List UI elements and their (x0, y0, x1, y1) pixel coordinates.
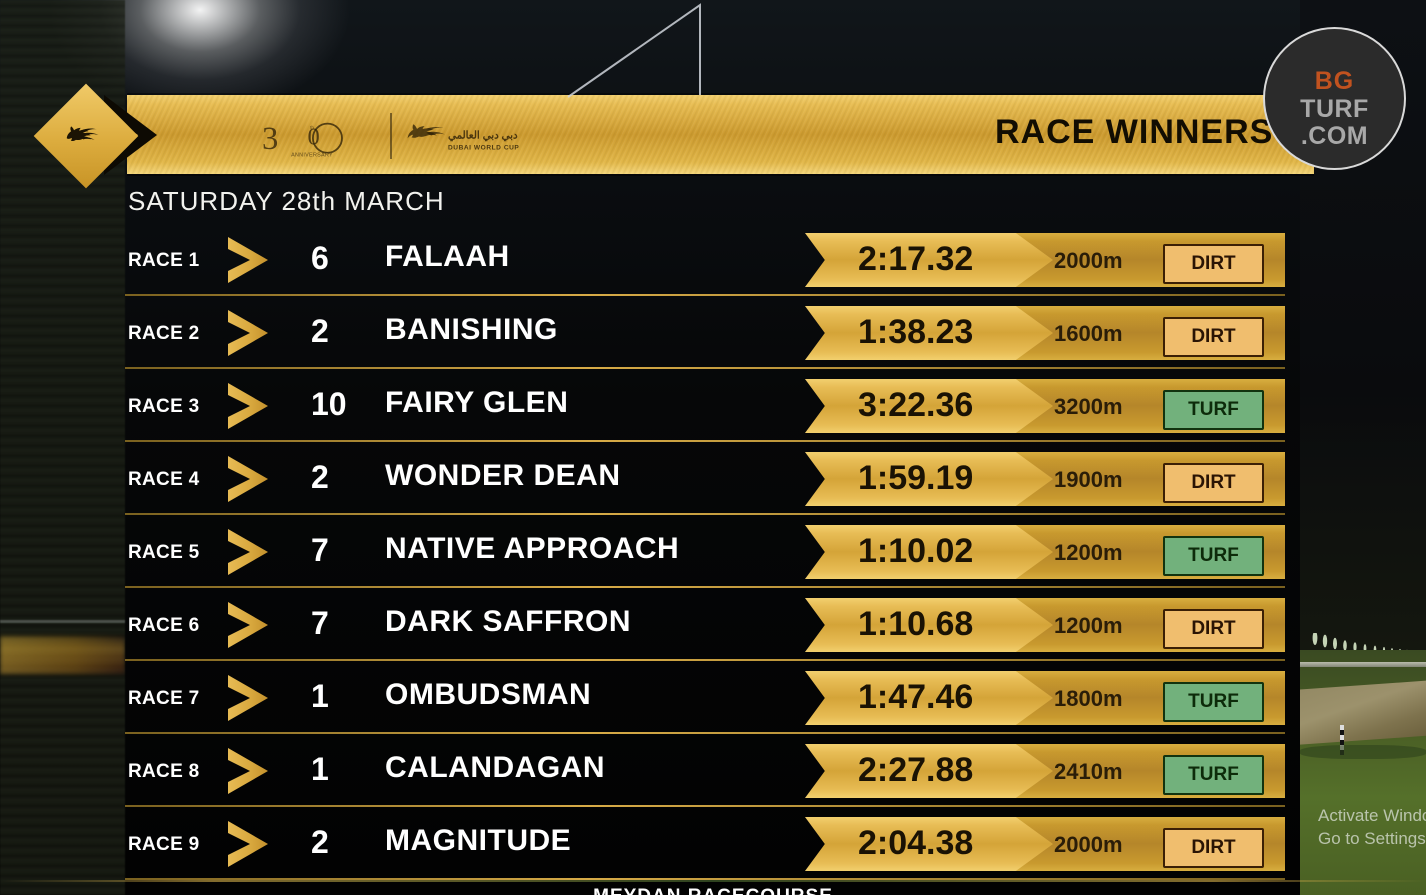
svg-text:DUBAI WORLD CUP: DUBAI WORLD CUP (448, 145, 519, 152)
svg-text:دبي دبي العالمي: دبي دبي العالمي (448, 130, 518, 141)
svg-text:th: th (310, 125, 314, 130)
svg-text:3: 3 (262, 121, 278, 157)
svg-text:ANNIVERSARY: ANNIVERSARY (291, 152, 333, 158)
